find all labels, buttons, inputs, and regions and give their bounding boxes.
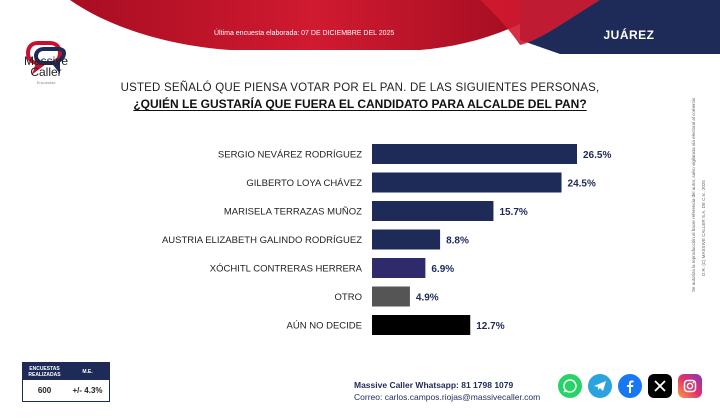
facebook-icon[interactable] (618, 374, 642, 398)
stats-value-margin: +/- 4.3% (72, 386, 103, 395)
stats-header-surveys: ENCUESTAS REALIZADAS (28, 365, 61, 378)
footer-whatsapp[interactable]: Massive Caller Whatsapp: 81 1798 1079 (354, 380, 514, 390)
category-label: XÓCHITL CONTRERAS HERRERA (210, 264, 363, 275)
brand-name-line1: Massive (23, 54, 68, 68)
value-label: 8.8% (446, 236, 469, 247)
survey-stats-table: ENCUESTAS REALIZADAS M.E. 600 +/- 4.3% (22, 362, 110, 402)
bar (372, 315, 471, 335)
value-label: 24.5% (568, 179, 596, 190)
footer-email[interactable]: Correo: carlos.campos.riojas@massivecall… (354, 392, 541, 402)
category-label: AÚN NO DECIDE (287, 321, 362, 332)
category-label: MARISELA TERRAZAS MUÑOZ (224, 207, 362, 218)
value-label: 26.5% (583, 150, 611, 161)
category-label: AUSTRIA ELIZABETH GALINDO RODRÍGUEZ (162, 235, 362, 246)
social-links (558, 374, 702, 398)
footer-contact: Massive Caller Whatsapp: 81 1798 1079 Co… (354, 379, 540, 403)
x-icon[interactable] (648, 374, 672, 398)
category-label: SERGIO NEVÁREZ RODRÍGUEZ (218, 150, 362, 161)
bar (372, 172, 562, 193)
bar (372, 286, 410, 307)
category-label: GILBERTO LOYA CHÁVEZ (246, 178, 362, 189)
city-label: JUÁREZ (572, 18, 686, 52)
value-label: 4.9% (416, 293, 439, 304)
bar (372, 229, 441, 250)
whatsapp-icon[interactable] (558, 374, 582, 398)
value-label: 15.7% (499, 207, 527, 218)
value-label: 6.9% (431, 264, 454, 275)
stats-header-margin: M.E. (82, 368, 93, 375)
telegram-icon[interactable] (588, 374, 612, 398)
brand-tagline: Encuestas (36, 80, 56, 85)
bar (372, 144, 577, 164)
bar (372, 201, 494, 221)
instagram-icon[interactable] (678, 374, 702, 398)
category-label: OTRO (335, 292, 362, 303)
survey-date-note: Última encuesta elaborada: 07 DE DICIEMB… (214, 30, 395, 37)
stats-value-surveys: 600 (37, 386, 52, 395)
bar (372, 258, 426, 278)
question-line-1: USTED SEÑALÓ QUE PIENSA VOTAR POR EL PAN… (120, 82, 600, 94)
brand-name: Massive Caller (14, 54, 78, 79)
bar-chart: SERGIO NEVÁREZ RODRÍGUEZ 26.5% GILBERTO LO… (162, 144, 611, 335)
massive-caller-logo (25, 41, 67, 75)
stats-header-row: ENCUESTAS REALIZADAS M.E. (23, 363, 109, 380)
question-line-2: ¿QUIÉN LE GUSTARÍA QUE FUERA EL CANDIDAT… (133, 97, 587, 111)
brand-name-line2: Caller (30, 65, 62, 79)
stats-value-row: 600 +/- 4.3% (23, 380, 109, 401)
value-label: 12.7% (476, 321, 504, 332)
